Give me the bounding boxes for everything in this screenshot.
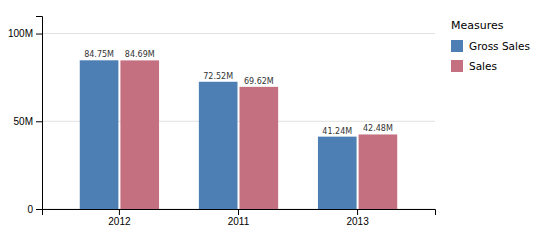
data-labels: 84.75M 72.52M 41.24M 84.69M 69.62M 42.48M <box>84 50 393 135</box>
data-label: 41.24M <box>322 127 352 136</box>
y-tick: 100M <box>8 28 42 39</box>
x-axis-line <box>43 210 436 216</box>
x-tick-label: 2012 <box>108 216 131 227</box>
x-axis: 2012 2011 2013 <box>43 209 436 227</box>
legend-label: Gross Sales <box>469 40 530 52</box>
y-tick-label: 50M <box>14 116 33 127</box>
x-tick: 2012 <box>108 209 131 227</box>
x-tick-label: 2013 <box>346 216 369 227</box>
legend-item: Sales <box>451 60 497 72</box>
bar <box>199 82 238 209</box>
legend-title: Measures <box>451 19 504 32</box>
x-tick: 2013 <box>346 209 369 227</box>
legend-swatch <box>451 40 463 52</box>
grid-line <box>42 33 435 34</box>
y-tick-mark <box>36 209 42 210</box>
data-label: 69.62M <box>244 77 274 86</box>
bar <box>240 87 279 209</box>
x-tick: 2011 <box>228 209 250 227</box>
y-tick: 50M <box>14 116 42 127</box>
data-label: 84.75M <box>84 50 114 59</box>
legend-label: Sales <box>469 60 497 72</box>
y-axis-line <box>36 17 43 210</box>
data-label: 84.69M <box>125 50 155 59</box>
y-tick-mark <box>36 121 42 122</box>
y-axis: 0 50M 100M <box>8 17 43 215</box>
bars <box>80 60 397 209</box>
chart: 050M100M20122011201384.75M72.52M41.24M84… <box>0 0 550 235</box>
bar <box>359 134 398 209</box>
x-tick-label: 2011 <box>228 216 250 227</box>
x-tick-mark <box>238 209 239 215</box>
bar <box>318 137 357 209</box>
grid <box>42 34 435 209</box>
legend-swatch <box>451 60 463 72</box>
bar <box>80 60 119 209</box>
y-tick-mark <box>36 34 42 35</box>
x-tick-mark <box>119 209 120 215</box>
y-tick-label: 0 <box>27 204 33 215</box>
legend-item: Gross Sales <box>451 40 530 52</box>
plot: 050M100M20122011201384.75M72.52M41.24M84… <box>8 17 436 228</box>
bar <box>120 60 159 209</box>
y-tick: 0 <box>27 204 42 215</box>
x-tick-mark <box>357 209 358 215</box>
legend: Measures Gross Sales Sales <box>451 19 530 72</box>
data-label: 72.52M <box>203 72 233 81</box>
data-label: 42.48M <box>363 124 393 133</box>
y-tick-label: 100M <box>8 28 33 39</box>
